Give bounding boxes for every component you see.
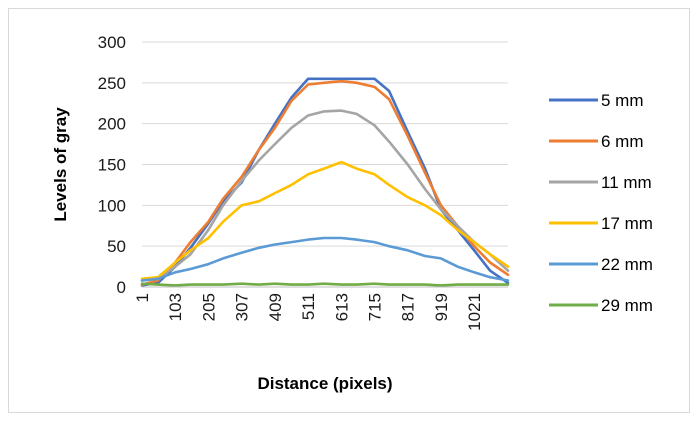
x-tick-label: 613 — [332, 293, 351, 321]
y-tick-label: 50 — [107, 237, 126, 256]
y-tick-labels: 0 50 100 150 200 250 300 — [98, 33, 126, 297]
x-tick-label: 205 — [199, 293, 218, 321]
series-line-17-mm — [140, 160, 510, 281]
x-tick-labels: 1 103 205 307 409 511 613 715 817 919 1021 — [133, 293, 484, 331]
chart-frame — [8, 8, 690, 413]
legend-label: 6 mm — [601, 132, 644, 151]
y-tick-label: 150 — [98, 156, 126, 175]
x-tick-label: 103 — [166, 293, 185, 321]
y-tick-label: 0 — [117, 278, 126, 297]
x-tick-label: 817 — [399, 293, 418, 321]
series-lines — [140, 77, 510, 287]
legend-label: 11 mm — [601, 173, 652, 192]
series-line-29-mm — [140, 282, 510, 287]
series-line-6-mm — [140, 79, 510, 286]
legend-label: 17 mm — [601, 214, 653, 233]
x-tick-label: 409 — [266, 293, 285, 321]
series-line-11-mm — [140, 109, 510, 282]
y-tick-label: 200 — [98, 115, 126, 134]
series-line-22-mm — [140, 236, 510, 282]
y-tick-label: 300 — [98, 33, 126, 52]
legend-label: 5 mm — [601, 91, 644, 110]
legend-label: 29 mm — [601, 296, 653, 315]
x-tick-label: 1021 — [465, 293, 484, 331]
grid-lines — [142, 41, 508, 247]
x-tick-label: 1 — [133, 293, 152, 302]
x-tick-label: 307 — [233, 293, 252, 321]
legend-label: 22 mm — [601, 255, 653, 274]
series-line-5-mm — [140, 77, 510, 287]
y-tick-label: 100 — [98, 196, 126, 215]
x-axis-title: Distance (pixels) — [257, 374, 392, 393]
x-tick-label: 511 — [299, 293, 318, 320]
x-tick-label: 715 — [365, 293, 384, 321]
y-tick-label: 250 — [98, 74, 126, 93]
legend: 5 mm 6 mm 11 mm 17 mm 22 mm 29 mm — [549, 91, 653, 315]
y-axis-title: Levels of gray — [51, 107, 70, 222]
x-tick-label: 919 — [432, 293, 451, 321]
